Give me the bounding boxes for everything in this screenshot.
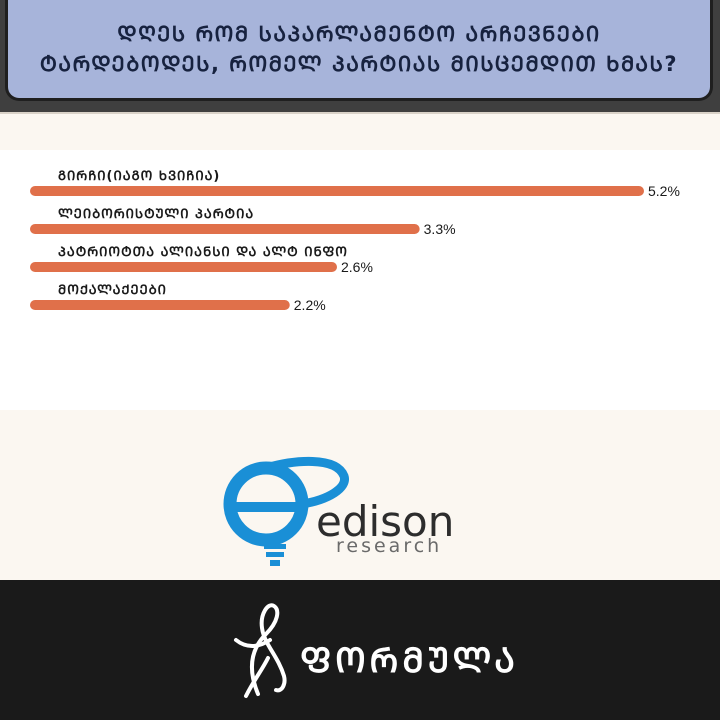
question-header: ᲓᲦᲔᲡ ᲠᲝᲛ ᲡᲐᲞᲐᲠᲚᲐᲛᲔᲜᲢᲝ ᲐᲠᲩᲔᲕᲜᲔᲑᲘ ᲢᲐᲠᲓᲔᲑᲝᲓ… — [5, 0, 713, 101]
lightbulb-icon — [223, 457, 349, 566]
question-line-1: ᲓᲦᲔᲡ ᲠᲝᲛ ᲡᲐᲞᲐᲠᲚᲐᲛᲔᲜᲢᲝ ᲐᲠᲩᲔᲕᲜᲔᲑᲘ — [117, 22, 601, 46]
bar — [30, 224, 420, 234]
edison-research-logo: edison research — [223, 457, 454, 566]
bar-category-label: ᲛᲝᲥᲐᲚᲐᲥᲔᲔᲑᲘ — [58, 283, 167, 298]
bar-value-label: 3.3% — [424, 221, 456, 237]
bar-value-label: 2.2% — [294, 297, 326, 313]
bar-chart: ᲒᲘᲠᲩᲘ(ᲘᲐᲒᲝ ᲮᲕᲘᲩᲘᲐ) 5.2% ᲚᲔᲘᲑᲝᲠᲘᲡᲢᲣᲚᲘ ᲞᲐᲠᲢᲘ… — [0, 150, 720, 410]
bar-chart-svg: ᲒᲘᲠᲩᲘ(ᲘᲐᲒᲝ ᲮᲕᲘᲩᲘᲐ) 5.2% ᲚᲔᲘᲑᲝᲠᲘᲡᲢᲣᲚᲘ ᲞᲐᲠᲢᲘ… — [30, 169, 680, 313]
formula-logo-icon — [234, 603, 287, 698]
bar — [30, 300, 290, 310]
bar-value-label: 5.2% — [648, 183, 680, 199]
footer-band — [0, 580, 720, 720]
edison-wordmark: edison — [316, 497, 454, 546]
question-line-2: ᲢᲐᲠᲓᲔᲑᲝᲓᲔᲡ, ᲠᲝᲛᲔᲚ ᲞᲐᲠᲢᲘᲐᲡ ᲛᲘᲡᲪᲔᲛᲓᲘᲗ ᲮᲛᲐᲡ… — [39, 52, 679, 76]
bar-category-label: ᲒᲘᲠᲩᲘ(ᲘᲐᲒᲝ ᲮᲕᲘᲩᲘᲐ) — [58, 169, 220, 184]
bar — [30, 186, 644, 196]
bar-value-label: 2.6% — [341, 259, 373, 275]
research-wordmark: research — [336, 535, 442, 557]
divider — [0, 112, 720, 114]
bar — [30, 262, 337, 272]
bar-category-label: ᲞᲐᲢᲠᲘᲝᲢᲗᲐ ᲐᲚᲘᲐᲜᲡᲘ ᲓᲐ ᲐᲚᲢ ᲘᲜᲤᲝ — [58, 245, 348, 260]
bar-category-label: ᲚᲔᲘᲑᲝᲠᲘᲡᲢᲣᲚᲘ ᲞᲐᲠᲢᲘᲐ — [58, 207, 254, 222]
formula-brand: ᲤᲝᲠᲛᲣᲚᲐ — [300, 641, 519, 681]
